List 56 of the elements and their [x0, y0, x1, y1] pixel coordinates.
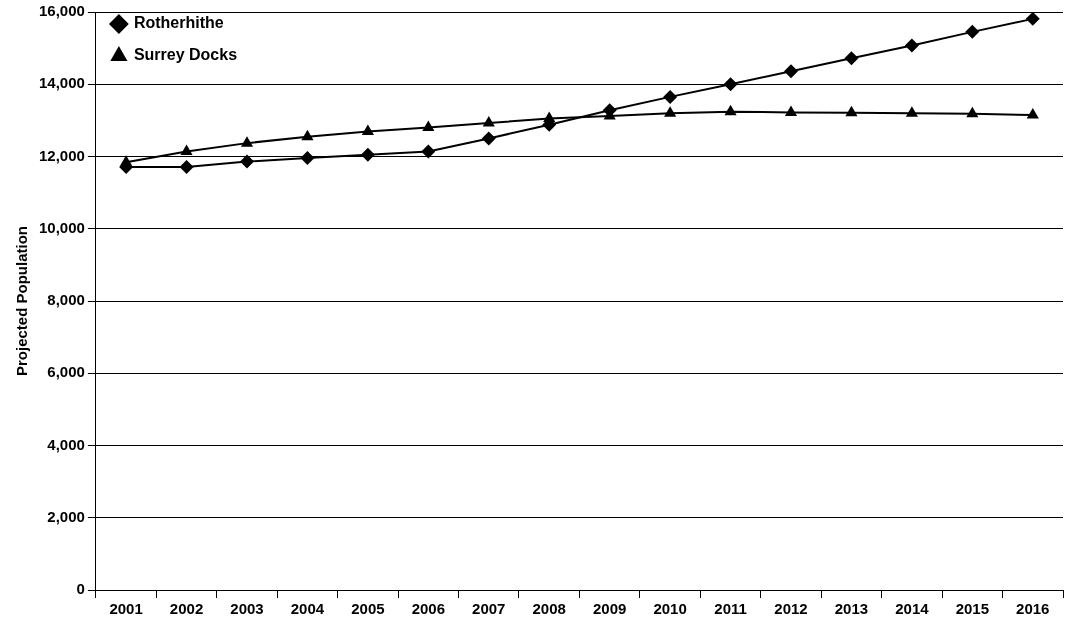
y-tick-label: 10,000 [38, 218, 85, 236]
point [300, 150, 315, 165]
x-tick-label: 2011 [714, 600, 747, 618]
point [179, 159, 194, 174]
x-tick-label: 2004 [290, 600, 325, 618]
point [240, 136, 254, 147]
y-axis-title: Projected Population [13, 225, 31, 377]
x-tick-label: 2008 [532, 600, 566, 618]
y-tick-label: 12,000 [38, 146, 85, 164]
y-tick-label: 6,000 [47, 363, 85, 381]
point [965, 24, 980, 39]
x-tick-label: 2003 [230, 600, 264, 618]
point [845, 105, 858, 117]
x-tick-label: 2006 [411, 600, 446, 618]
y-tick-label: 2,000 [47, 507, 85, 525]
x-tick-label: 2002 [169, 600, 204, 618]
point [360, 147, 375, 162]
point [180, 144, 193, 155]
x-tick-label: 2012 [774, 600, 808, 618]
point [120, 155, 133, 166]
x-tick-label: 2016 [1016, 600, 1050, 618]
legend-label: Rotherhithe [133, 14, 224, 32]
point [361, 124, 374, 136]
point [481, 131, 496, 146]
point [844, 51, 859, 66]
point [664, 106, 677, 117]
point [904, 38, 919, 53]
x-tick-label: 2007 [472, 600, 506, 618]
point [301, 129, 314, 141]
point [966, 106, 979, 118]
y-tick-label: 16,000 [38, 2, 85, 20]
point [1026, 107, 1039, 119]
point [1025, 12, 1040, 26]
point [905, 106, 918, 117]
x-tick-label: 2001 [109, 600, 143, 618]
y-tick-label: 0 [76, 580, 85, 598]
x-tick-label: 2014 [895, 600, 930, 618]
point [723, 77, 738, 92]
x-tick-label: 2010 [653, 600, 687, 618]
x-tick-label: 2009 [592, 600, 627, 618]
y-tick-label: 4,000 [47, 435, 85, 453]
y-tick-label: 8,000 [47, 291, 85, 309]
point [724, 104, 737, 116]
legend-label: Surrey Docks [133, 46, 238, 64]
point [784, 105, 798, 116]
point [663, 89, 678, 104]
x-tick-label: 2013 [834, 600, 869, 618]
point [543, 111, 556, 123]
point [482, 115, 495, 127]
x-tick-label: 2015 [955, 600, 990, 618]
point [421, 144, 436, 159]
point [422, 120, 435, 132]
point [239, 154, 254, 169]
point [784, 64, 798, 79]
x-tick-label: 2005 [351, 600, 385, 618]
y-tick-label: 14,000 [38, 74, 85, 92]
